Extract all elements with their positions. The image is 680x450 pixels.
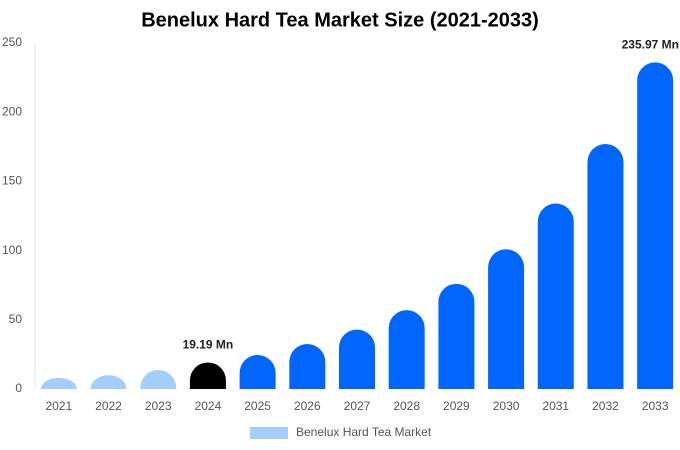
x-tick-label: 2024 — [195, 399, 222, 413]
y-tick-label: 100 — [2, 243, 22, 257]
bar — [488, 249, 525, 389]
x-tick-label: 2030 — [493, 399, 520, 413]
chart-title: Benelux Hard Tea Market Size (2021-2033) — [141, 9, 539, 31]
x-tick-label: 2028 — [393, 399, 420, 413]
x-tick-label: 2029 — [443, 399, 470, 413]
legend-label: Benelux Hard Tea Market — [296, 425, 432, 439]
x-tick-label: 2031 — [542, 399, 569, 413]
bar — [637, 62, 674, 390]
bar — [90, 375, 127, 389]
x-tick-label: 2025 — [244, 399, 271, 413]
legend-swatch — [250, 427, 288, 439]
bar — [388, 310, 425, 389]
data-label: 235.97 Mn — [622, 38, 679, 52]
x-tick-label: 2022 — [95, 399, 122, 413]
x-tick-label: 2026 — [294, 399, 321, 413]
bar — [289, 344, 326, 389]
x-tick-label: 2021 — [45, 399, 72, 413]
y-tick-label: 150 — [2, 174, 22, 188]
x-tick-label: 2027 — [344, 399, 371, 413]
x-tick-label: 2033 — [642, 399, 669, 413]
x-tick-label: 2032 — [592, 399, 619, 413]
bar — [40, 377, 77, 389]
bar — [537, 203, 574, 389]
bar — [339, 329, 375, 389]
y-tick-label: 200 — [2, 104, 22, 118]
y-tick-label: 0 — [15, 381, 22, 395]
bar — [189, 362, 226, 389]
bar — [140, 370, 177, 389]
bar — [239, 354, 276, 389]
bar — [587, 144, 624, 389]
y-tick-label: 250 — [2, 35, 22, 49]
data-label: 19.19 Mn — [183, 338, 234, 352]
y-tick-label: 50 — [9, 312, 23, 326]
x-tick-label: 2023 — [145, 399, 172, 413]
bar — [438, 283, 475, 389]
